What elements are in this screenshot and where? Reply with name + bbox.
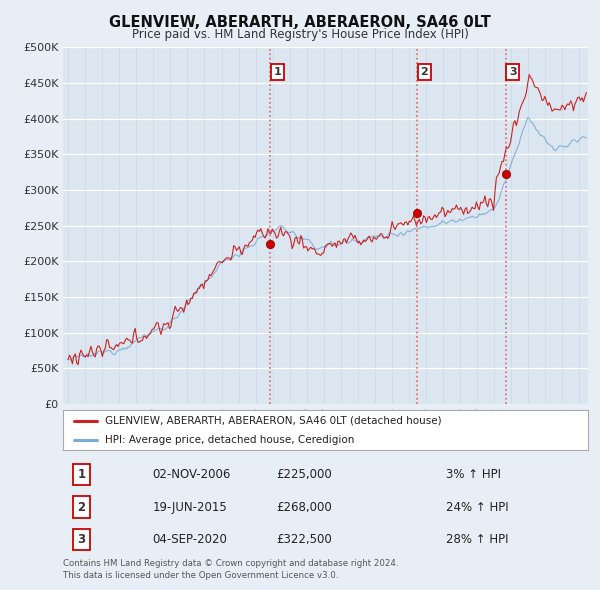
Text: 1: 1 <box>274 67 281 77</box>
Text: HPI: Average price, detached house, Ceredigion: HPI: Average price, detached house, Cere… <box>105 435 355 445</box>
Text: £268,000: £268,000 <box>277 500 332 513</box>
Text: 04-SEP-2020: 04-SEP-2020 <box>152 533 227 546</box>
Text: £225,000: £225,000 <box>277 468 332 481</box>
Text: 3: 3 <box>77 533 85 546</box>
Text: 3: 3 <box>509 67 517 77</box>
Text: GLENVIEW, ABERARTH, ABERAERON, SA46 0LT (detached house): GLENVIEW, ABERARTH, ABERAERON, SA46 0LT … <box>105 416 442 426</box>
Text: Contains HM Land Registry data © Crown copyright and database right 2024.
This d: Contains HM Land Registry data © Crown c… <box>63 559 398 580</box>
Text: GLENVIEW, ABERARTH, ABERAERON, SA46 0LT: GLENVIEW, ABERARTH, ABERAERON, SA46 0LT <box>109 15 491 30</box>
Text: 1: 1 <box>77 468 85 481</box>
Text: 3% ↑ HPI: 3% ↑ HPI <box>446 468 501 481</box>
Text: 2: 2 <box>77 500 85 513</box>
Text: Price paid vs. HM Land Registry's House Price Index (HPI): Price paid vs. HM Land Registry's House … <box>131 28 469 41</box>
Text: 02-NOV-2006: 02-NOV-2006 <box>152 468 230 481</box>
Text: 24% ↑ HPI: 24% ↑ HPI <box>446 500 509 513</box>
Text: 28% ↑ HPI: 28% ↑ HPI <box>446 533 509 546</box>
Text: £322,500: £322,500 <box>277 533 332 546</box>
Text: 19-JUN-2015: 19-JUN-2015 <box>152 500 227 513</box>
Text: 2: 2 <box>421 67 428 77</box>
